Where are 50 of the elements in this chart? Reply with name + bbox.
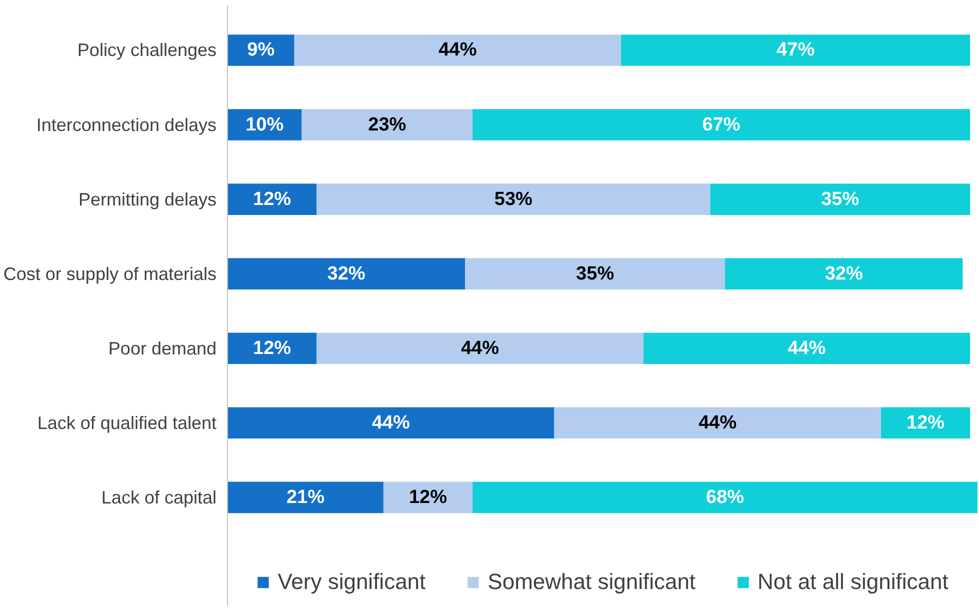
data-label: 44%: [460, 338, 500, 359]
data-label: 12%: [253, 338, 292, 359]
legend-label: Not at all significant: [758, 569, 948, 595]
y-tick-label: Interconnection delays: [36, 114, 217, 135]
data-label: 44%: [788, 338, 826, 359]
bar: [302, 109, 473, 140]
bar: [465, 258, 726, 290]
data-label: 67%: [702, 114, 740, 136]
bar: [228, 258, 466, 290]
data-label: 44%: [698, 412, 737, 434]
y-tick-label: Policy challenges: [77, 40, 216, 60]
y-tick-label: Cost or supply of materials: [3, 264, 217, 284]
data-label: 32%: [824, 263, 863, 284]
bar: [228, 482, 384, 514]
data-label: 10%: [246, 114, 284, 136]
legend-label: Very significant: [278, 569, 426, 595]
bar: [228, 184, 317, 215]
bar: [621, 34, 970, 66]
bar: [472, 109, 970, 140]
data-label: 21%: [286, 486, 325, 508]
bar: [472, 482, 978, 514]
y-tick-label: Lack of qualified talent: [37, 412, 217, 433]
data-label: 35%: [576, 263, 614, 284]
data-label: 12%: [253, 188, 292, 210]
data-label: 35%: [821, 188, 860, 210]
data-label: 44%: [438, 40, 477, 61]
bar: [554, 407, 881, 439]
data-label: 68%: [706, 486, 744, 508]
data-label: 23%: [368, 114, 406, 136]
bar: [710, 184, 970, 215]
data-label: 12%: [906, 412, 945, 434]
data-label: 44%: [372, 412, 410, 434]
bar: [643, 332, 970, 364]
data-label: 47%: [776, 40, 815, 61]
y-tick-label: Poor demand: [108, 338, 217, 358]
bar: [725, 258, 963, 290]
bar: [316, 184, 710, 215]
bar: [228, 332, 317, 364]
bar: [228, 407, 554, 439]
data-label: 32%: [327, 263, 366, 284]
bar: [294, 34, 622, 66]
bar: [316, 332, 644, 364]
y-tick-label: Lack of capital: [101, 487, 217, 508]
data-label: 12%: [408, 486, 448, 508]
data-label: 53%: [494, 188, 533, 210]
data-label: 9%: [247, 40, 275, 61]
bar: [228, 34, 294, 66]
legend-label: Somewhat significant: [488, 569, 696, 595]
bar: [880, 407, 970, 439]
y-tick-label: Permitting delays: [78, 189, 217, 210]
